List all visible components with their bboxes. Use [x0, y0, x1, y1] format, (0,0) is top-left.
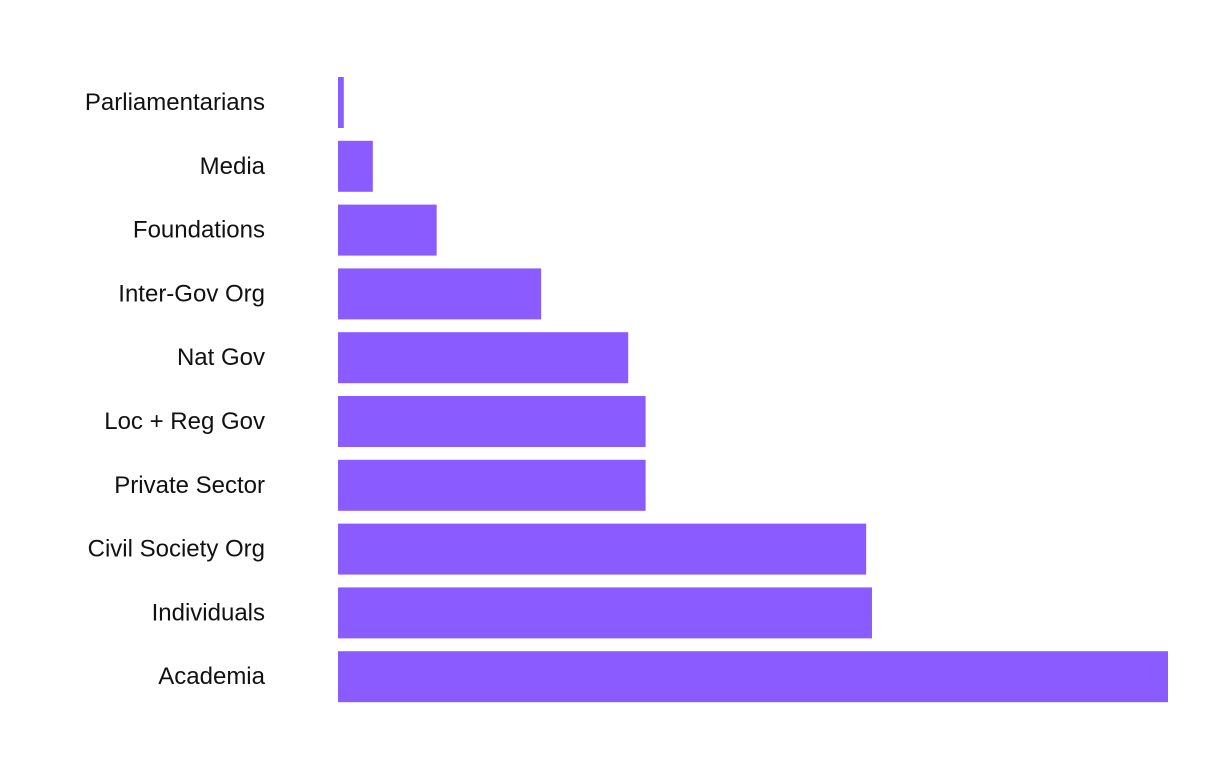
- bar-foundations: [338, 204, 437, 256]
- bar-media: [338, 140, 373, 192]
- bar-parliamentarians: [338, 77, 344, 128]
- category-label-inter-gov-org: Inter-Gov Org: [118, 280, 265, 307]
- bar-loc-reg-gov: [338, 396, 646, 447]
- bar-inter-gov-org: [338, 268, 542, 320]
- category-label-foundations: Foundations: [133, 217, 265, 244]
- category-label-nat-gov: Nat Gov: [177, 344, 265, 371]
- category-label-private-sector: Private Sector: [114, 472, 265, 499]
- category-label-academia: Academia: [158, 663, 265, 690]
- bar-private-sector: [338, 459, 646, 511]
- bar-nat-gov: [338, 332, 629, 384]
- category-label-loc-reg-gov: Loc + Reg Gov: [104, 408, 265, 435]
- bar-academia: [338, 651, 1168, 703]
- category-label-civil-society-org: Civil Society Org: [88, 536, 265, 563]
- category-labels-layer: Parliamentarians Media Foundations Inter-Go…: [85, 89, 266, 690]
- category-label-parliamentarians: Parliamentarians: [85, 89, 265, 116]
- bar-civil-society-org: [338, 523, 867, 575]
- bars-layer: [338, 77, 1168, 703]
- bar-individuals: [338, 587, 872, 639]
- category-label-media: Media: [200, 153, 266, 180]
- category-label-individuals: Individuals: [152, 599, 265, 626]
